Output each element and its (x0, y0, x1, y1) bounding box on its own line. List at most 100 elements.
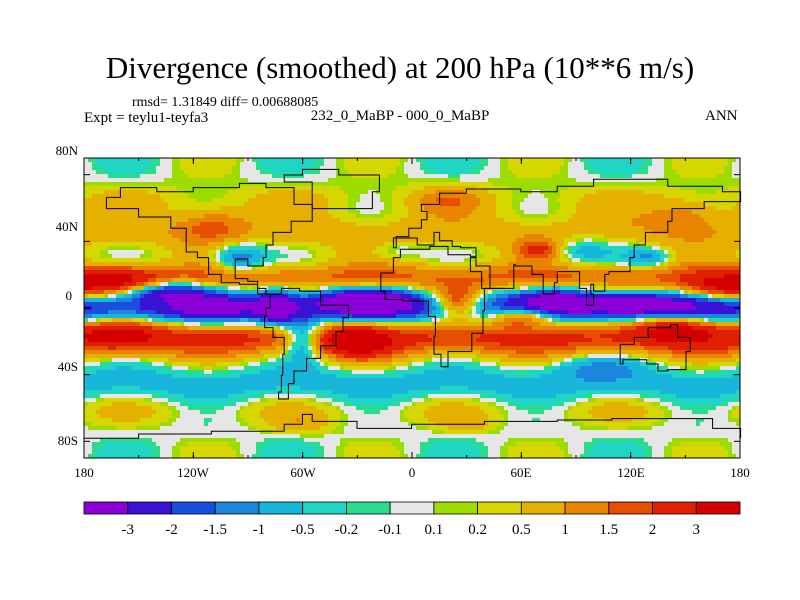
field-cell (548, 198, 553, 203)
field-cell (144, 194, 149, 199)
field-cell (184, 194, 189, 199)
field-cell (708, 266, 713, 271)
field-cell (684, 170, 689, 175)
field-cell (176, 158, 181, 163)
field-cell (700, 254, 705, 259)
field-cell (348, 178, 353, 183)
field-cell (656, 190, 661, 195)
field-cell (316, 198, 321, 203)
field-cell (504, 274, 509, 279)
field-cell (576, 218, 581, 223)
field-cell (180, 198, 185, 203)
field-cell (600, 178, 605, 183)
field-cell (720, 178, 725, 183)
field-cell (424, 226, 429, 231)
field-cell (196, 174, 201, 179)
field-cell (228, 278, 233, 283)
field-cell (660, 190, 665, 195)
field-cell (108, 246, 113, 251)
field-cell (580, 242, 585, 247)
field-cell (340, 270, 345, 275)
field-cell (116, 262, 121, 267)
field-cell (480, 230, 485, 235)
field-cell (688, 262, 693, 267)
field-cell (580, 158, 585, 163)
field-cell (552, 258, 557, 263)
field-cell (536, 198, 541, 203)
field-cell (300, 222, 305, 227)
field-cell (216, 214, 221, 219)
field-cell (180, 214, 185, 219)
field-cell (140, 182, 145, 187)
field-cell (352, 254, 357, 259)
field-cell (228, 218, 233, 223)
field-cell (264, 230, 269, 235)
field-cell (600, 262, 605, 267)
field-cell (584, 254, 589, 259)
field-cell (124, 198, 129, 203)
field-cell (560, 254, 565, 259)
field-cell (204, 170, 209, 175)
field-cell (392, 218, 397, 223)
field-cell (496, 226, 501, 231)
field-cell (464, 182, 469, 187)
field-cell (172, 194, 177, 199)
field-cell (340, 202, 345, 207)
field-cell (488, 238, 493, 243)
field-cell (448, 206, 453, 211)
field-cell (324, 174, 329, 179)
field-cell (456, 266, 461, 271)
field-cell (180, 246, 185, 251)
field-cell (556, 262, 561, 267)
field-cell (616, 242, 621, 247)
field-cell (284, 194, 289, 199)
field-cell (272, 262, 277, 267)
field-cell (732, 170, 737, 175)
field-cell (688, 230, 693, 235)
field-cell (596, 206, 601, 211)
field-cell (536, 194, 541, 199)
field-cell (716, 270, 721, 275)
field-cell (104, 190, 109, 195)
field-cell (456, 202, 461, 207)
field-cell (364, 242, 369, 247)
field-cell (388, 250, 393, 255)
field-cell (604, 246, 609, 251)
field-cell (636, 254, 641, 259)
field-cell (672, 186, 677, 191)
field-cell (696, 190, 701, 195)
field-cell (504, 246, 509, 251)
field-cell (272, 190, 277, 195)
field-cell (316, 214, 321, 219)
field-cell (596, 254, 601, 259)
field-cell (480, 214, 485, 219)
field-cell (548, 246, 553, 251)
field-cell (176, 162, 181, 167)
field-cell (288, 162, 293, 167)
field-cell (252, 190, 257, 195)
field-cell (276, 234, 281, 239)
field-cell (288, 178, 293, 183)
field-cell (408, 202, 413, 207)
field-cell (444, 234, 449, 239)
field-cell (376, 194, 381, 199)
field-cell (496, 218, 501, 223)
field-cell (360, 262, 365, 267)
field-cell (732, 270, 737, 275)
field-cell (624, 194, 629, 199)
field-cell (200, 258, 205, 263)
field-cell (676, 158, 681, 163)
field-cell (120, 246, 125, 251)
field-cell (124, 246, 129, 251)
field-cell (312, 242, 317, 247)
field-cell (700, 162, 705, 167)
field-cell (508, 258, 513, 263)
field-cell (372, 198, 377, 203)
field-cell (512, 190, 517, 195)
field-cell (512, 186, 517, 191)
field-cell (96, 210, 101, 215)
field-cell (88, 170, 93, 175)
field-cell (648, 250, 653, 255)
field-cell (640, 210, 645, 215)
field-cell (664, 182, 669, 187)
